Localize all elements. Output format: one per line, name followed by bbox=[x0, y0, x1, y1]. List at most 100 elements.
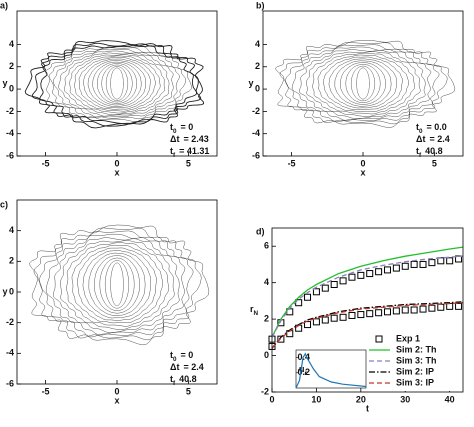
y-tick-label: 2 bbox=[255, 61, 260, 71]
data-point bbox=[321, 316, 329, 324]
x-axis-label: t bbox=[366, 403, 369, 413]
contour-line bbox=[279, 42, 448, 125]
data-point bbox=[348, 311, 356, 319]
y-axis-label: y bbox=[248, 78, 253, 88]
data-point bbox=[455, 255, 463, 263]
contour-line bbox=[351, 65, 375, 102]
x-tick-label: -5 bbox=[42, 386, 50, 396]
data-point bbox=[446, 257, 454, 265]
plot-frame bbox=[16, 10, 218, 157]
contour-line bbox=[99, 257, 135, 311]
x-axis-label: x bbox=[114, 395, 119, 405]
data-point bbox=[357, 271, 365, 279]
y-tick-label: -2 bbox=[6, 317, 14, 327]
plot-frame bbox=[16, 199, 218, 385]
contour-line bbox=[74, 55, 161, 112]
annotation: Δt = 2.43 bbox=[170, 134, 209, 144]
x-tick-label: 0 bbox=[114, 158, 119, 168]
data-point bbox=[339, 313, 347, 321]
contour-line bbox=[66, 242, 169, 327]
annotation-value: = 0 bbox=[181, 122, 194, 132]
annotation: tf 40.8 bbox=[170, 374, 197, 387]
inset-line bbox=[295, 352, 367, 389]
data-point bbox=[366, 270, 374, 278]
data-point bbox=[304, 321, 312, 329]
data-point bbox=[357, 311, 365, 319]
y-axis-label: y bbox=[2, 78, 7, 88]
panel-label: d) bbox=[256, 226, 265, 236]
legend-label: Sim 3: IP bbox=[396, 377, 434, 387]
data-point bbox=[428, 304, 436, 312]
contour-line bbox=[356, 67, 370, 100]
y-tick-label: -6 bbox=[6, 150, 14, 160]
contour-line bbox=[29, 224, 210, 346]
annotation-symbol: t bbox=[416, 146, 419, 156]
data-point bbox=[455, 302, 463, 310]
contour-line bbox=[39, 44, 197, 125]
x-axis-label: x bbox=[360, 167, 365, 177]
annotation-symbol: Δt bbox=[416, 134, 425, 144]
y-tick-label: -4 bbox=[6, 128, 14, 138]
annotation-value: = 2.4 bbox=[429, 134, 449, 144]
data-point bbox=[348, 273, 356, 281]
annotation-sub: 0 bbox=[173, 128, 177, 135]
plot-frame bbox=[262, 10, 464, 157]
contour-line bbox=[334, 60, 392, 107]
data-point bbox=[446, 302, 454, 310]
y-tick-label: 6 bbox=[264, 241, 269, 251]
contour-line bbox=[78, 57, 156, 110]
contour-line bbox=[317, 54, 409, 112]
annotation: tf 40.8 bbox=[416, 146, 443, 159]
y-tick-label: -4 bbox=[6, 348, 14, 358]
y-axis-label: y bbox=[2, 286, 7, 296]
legend-label: Exp 1 bbox=[396, 333, 420, 343]
y-tick-label: -2 bbox=[261, 386, 269, 396]
y-tick-label: 4 bbox=[264, 277, 269, 287]
legend-label: Sim 3: Th bbox=[396, 355, 437, 365]
data-point bbox=[277, 335, 285, 343]
data-point bbox=[401, 306, 409, 314]
annotation-value: = 0 bbox=[181, 350, 194, 360]
contour-line bbox=[312, 52, 415, 115]
data-point bbox=[392, 307, 400, 315]
contour-line bbox=[60, 240, 175, 330]
y-tick-label: -6 bbox=[252, 150, 260, 160]
contour-line bbox=[97, 63, 137, 104]
y-axis-label-symbol: r bbox=[250, 304, 254, 314]
contour-line bbox=[83, 58, 151, 108]
annotation-value: = 41.31 bbox=[179, 146, 209, 156]
y-tick-label: 2 bbox=[9, 61, 14, 71]
data-point bbox=[339, 277, 347, 285]
y-tick-label: 4 bbox=[9, 225, 14, 235]
annotation-symbol: t bbox=[416, 122, 419, 132]
legend-marker bbox=[375, 335, 383, 343]
contour-line bbox=[340, 62, 386, 105]
data-point bbox=[383, 266, 391, 274]
y-axis-label: rN bbox=[250, 304, 259, 317]
annotation: Δt = 2.4 bbox=[416, 134, 450, 144]
annotation-value: = 2.43 bbox=[183, 134, 208, 144]
panel-label: a) bbox=[0, 0, 8, 10]
series-line bbox=[271, 301, 464, 349]
contour-line bbox=[87, 60, 146, 107]
y-tick-label: 4 bbox=[9, 39, 14, 49]
annotation-symbol: t bbox=[170, 350, 173, 360]
contour-line bbox=[82, 250, 151, 319]
data-point bbox=[312, 288, 320, 296]
x-tick-label: 5 bbox=[186, 386, 191, 396]
data-point bbox=[392, 264, 400, 272]
data-point bbox=[428, 259, 436, 267]
contour-line bbox=[345, 64, 381, 103]
y-tick-label: 0 bbox=[264, 350, 269, 360]
inset-y-label-sub: r bbox=[305, 370, 308, 377]
y-tick-label: 0 bbox=[9, 83, 14, 93]
y-tick-label: 2 bbox=[264, 313, 269, 323]
data-point bbox=[330, 314, 338, 322]
data-point bbox=[375, 309, 383, 317]
contour-line bbox=[39, 230, 194, 338]
data-point bbox=[437, 303, 445, 311]
contour-line bbox=[105, 260, 129, 309]
contour-line bbox=[24, 40, 205, 129]
legend-label: Sim 2: Th bbox=[396, 344, 437, 354]
